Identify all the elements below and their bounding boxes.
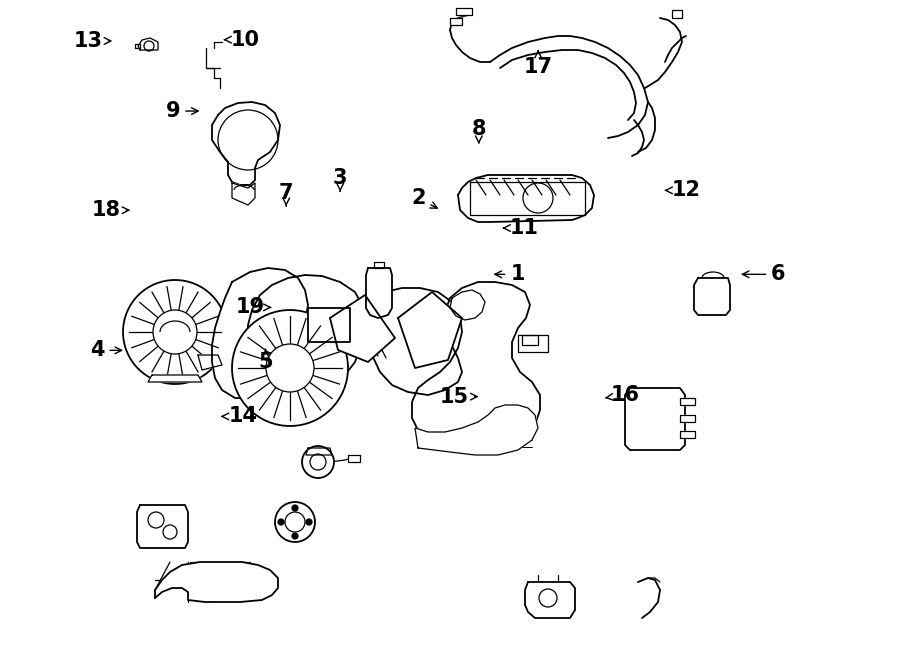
Polygon shape bbox=[155, 562, 278, 602]
Circle shape bbox=[292, 533, 298, 539]
Polygon shape bbox=[374, 262, 384, 268]
Polygon shape bbox=[450, 290, 485, 320]
Polygon shape bbox=[415, 405, 538, 455]
Polygon shape bbox=[198, 355, 222, 370]
Text: 1: 1 bbox=[495, 264, 525, 284]
Polygon shape bbox=[456, 8, 472, 15]
Text: 9: 9 bbox=[166, 101, 198, 121]
Polygon shape bbox=[138, 38, 158, 50]
Polygon shape bbox=[680, 398, 695, 405]
Circle shape bbox=[302, 446, 334, 478]
Text: 12: 12 bbox=[665, 180, 700, 200]
Polygon shape bbox=[625, 388, 685, 450]
Polygon shape bbox=[672, 10, 682, 18]
Text: 7: 7 bbox=[279, 183, 293, 206]
Circle shape bbox=[275, 502, 315, 542]
Text: 14: 14 bbox=[222, 407, 257, 426]
Circle shape bbox=[292, 505, 298, 511]
Polygon shape bbox=[308, 308, 350, 342]
Text: 2: 2 bbox=[411, 188, 437, 208]
Polygon shape bbox=[694, 278, 730, 315]
Text: 16: 16 bbox=[606, 385, 640, 405]
Polygon shape bbox=[232, 183, 255, 205]
Polygon shape bbox=[366, 268, 392, 318]
Text: 4: 4 bbox=[90, 340, 122, 360]
Polygon shape bbox=[148, 375, 202, 382]
Polygon shape bbox=[525, 582, 575, 618]
Text: 10: 10 bbox=[224, 30, 259, 50]
Circle shape bbox=[232, 310, 348, 426]
Polygon shape bbox=[330, 295, 395, 362]
Polygon shape bbox=[518, 335, 548, 352]
Text: 18: 18 bbox=[92, 200, 129, 220]
Text: 11: 11 bbox=[503, 218, 538, 238]
Text: 6: 6 bbox=[742, 264, 786, 284]
Text: 3: 3 bbox=[333, 169, 347, 191]
Circle shape bbox=[153, 310, 197, 354]
Polygon shape bbox=[212, 268, 540, 448]
Text: 15: 15 bbox=[440, 387, 477, 407]
Circle shape bbox=[278, 519, 284, 525]
Polygon shape bbox=[458, 175, 594, 222]
Text: 5: 5 bbox=[258, 350, 273, 372]
Polygon shape bbox=[135, 44, 140, 48]
Circle shape bbox=[123, 280, 227, 384]
Text: 8: 8 bbox=[472, 119, 486, 143]
Text: 19: 19 bbox=[236, 297, 271, 317]
Circle shape bbox=[266, 344, 314, 392]
Text: 17: 17 bbox=[524, 51, 553, 77]
Polygon shape bbox=[306, 448, 332, 455]
Text: 13: 13 bbox=[74, 31, 111, 51]
Polygon shape bbox=[212, 102, 280, 185]
Polygon shape bbox=[348, 455, 360, 462]
Polygon shape bbox=[137, 505, 188, 548]
Circle shape bbox=[306, 519, 312, 525]
Polygon shape bbox=[398, 292, 462, 368]
Polygon shape bbox=[680, 431, 695, 438]
Polygon shape bbox=[450, 18, 462, 25]
Polygon shape bbox=[680, 415, 695, 422]
